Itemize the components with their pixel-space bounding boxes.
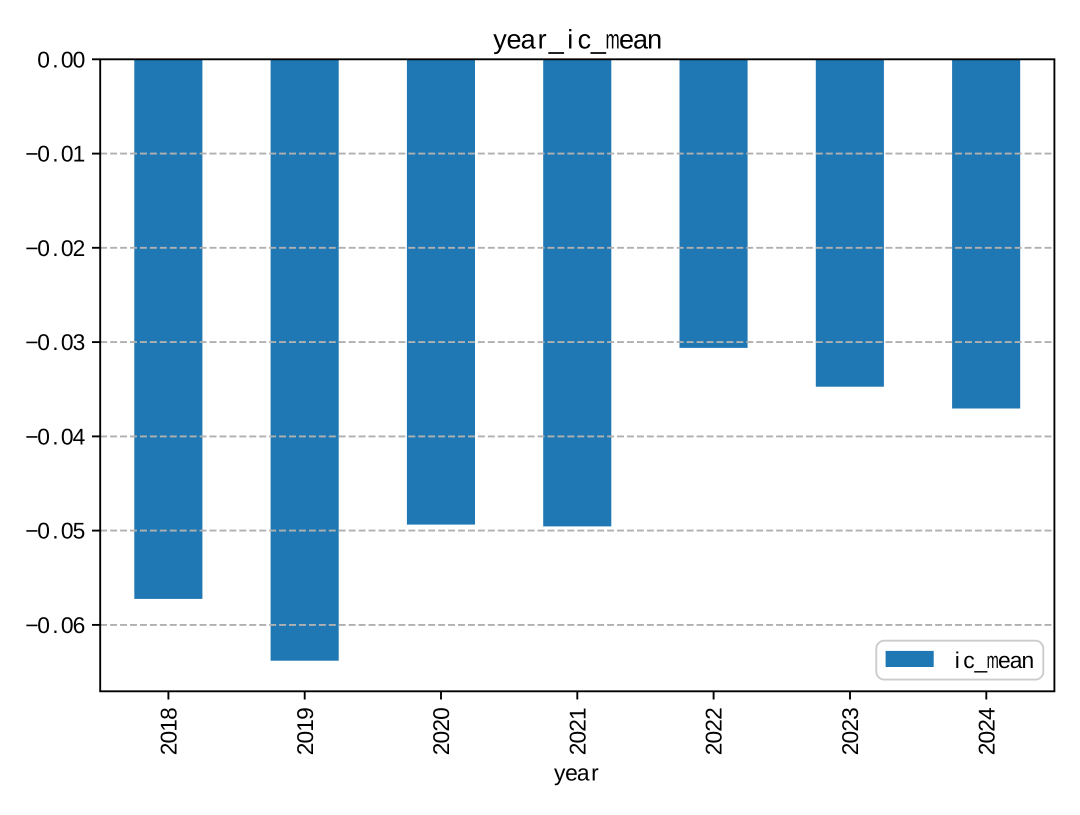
- svg-text:−0.03: −0.03: [25, 329, 85, 355]
- svg-text:2023: 2023: [837, 707, 863, 755]
- svg-text:m: m: [987, 647, 999, 673]
- svg-text:m: m: [605, 25, 619, 55]
- svg-text:2021: 2021: [564, 707, 590, 755]
- svg-text:−0.05: −0.05: [25, 518, 85, 544]
- svg-text:−0.04: −0.04: [25, 424, 85, 450]
- svg-text:−0.01: −0.01: [25, 141, 85, 167]
- svg-text:2020: 2020: [428, 707, 454, 755]
- svg-text:year_ic_: year_ic_: [493, 25, 607, 55]
- svg-text:−0.06: −0.06: [25, 612, 85, 638]
- svg-text:ean: ean: [998, 647, 1034, 673]
- svg-text:2019: 2019: [292, 707, 318, 755]
- svg-text:−0.02: −0.02: [25, 235, 85, 261]
- svg-text:2022: 2022: [701, 707, 727, 755]
- svg-text:ic_: ic_: [955, 647, 988, 673]
- svg-text:year: year: [554, 760, 599, 786]
- svg-text:2018: 2018: [155, 707, 181, 755]
- svg-text:ean: ean: [619, 25, 662, 55]
- svg-text:2024: 2024: [973, 707, 999, 755]
- svg-text:0.00: 0.00: [37, 46, 85, 72]
